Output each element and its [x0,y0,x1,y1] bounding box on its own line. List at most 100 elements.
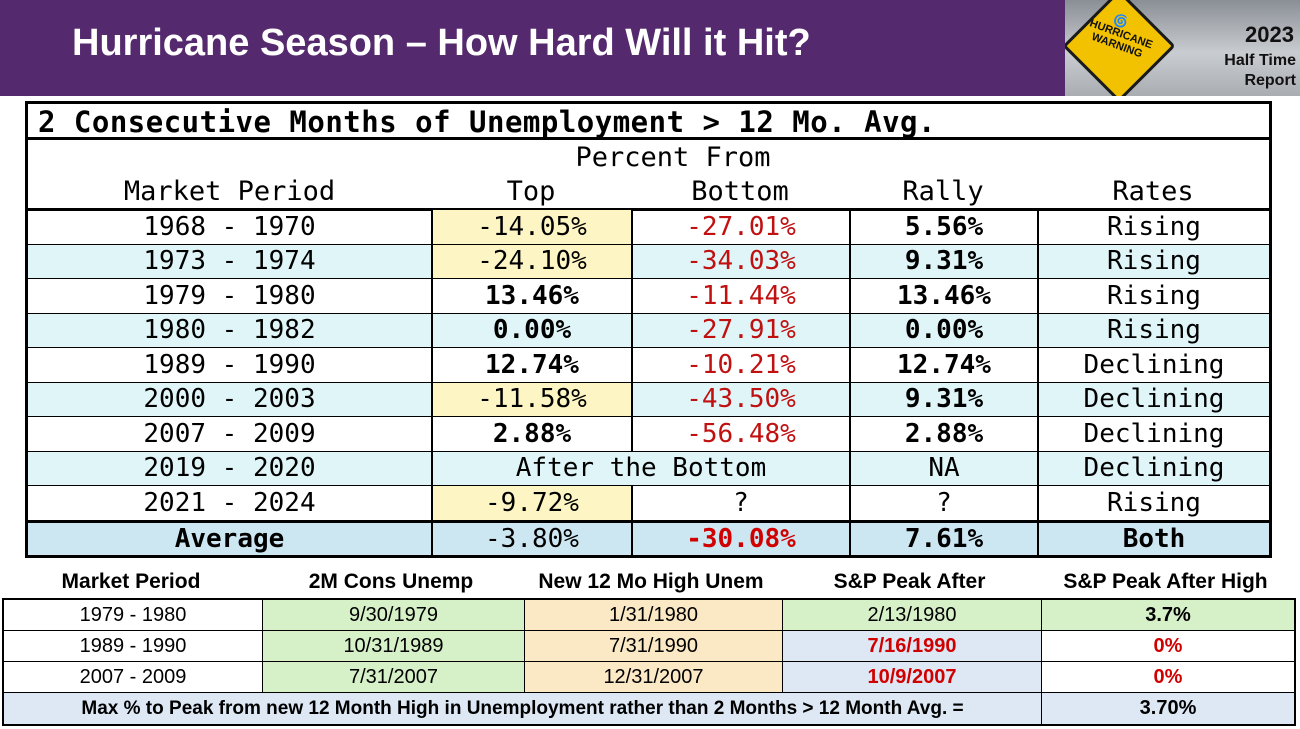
average-bottom: -30.08% [631,522,849,555]
sp-peak-cell: 10/9/2007 [782,662,1041,692]
table-row: 1973 - 1974 -24.10% -34.03% 9.31% Rising [28,244,1269,279]
col-header-rates: Rates [1112,176,1194,207]
slide-title: Hurricane Season – How Hard Will it Hit? [72,22,811,64]
rates-cell: Rising [1037,279,1269,313]
sp-peak-cell: 2/13/1980 [782,600,1041,630]
period-cell: 1989 - 1990 [79,634,187,657]
col-header-market-period: Market Period [123,176,336,207]
period-cell: 1989 - 1990 [143,349,316,380]
rates-cell: Rising [1037,210,1269,244]
rally-cell: 2.88% [849,417,1037,451]
table-row: 1989 - 1990 12.74% -10.21% 12.74% Declin… [28,348,1269,383]
new-high-cell: 1/31/1980 [524,600,782,630]
table-row: 2019 - 2020 After the Bottom NA Declinin… [28,451,1269,486]
rally-cell: 12.74% [849,348,1037,382]
top-cell: 2.88% [431,417,631,451]
cons-unemp-cell: 9/30/1979 [262,600,524,630]
lower-col-header-sp-peak: S&P Peak After [833,570,986,593]
period-cell: 1979 - 1980 [143,280,316,311]
rally-cell: 9.31% [849,382,1037,416]
lower-col-header-sp-peak-after-high: S&P Peak After High [1063,570,1268,593]
average-rally: 7.61% [849,522,1037,555]
rates-cell: Declining [1037,348,1269,382]
rally-cell: 13.46% [849,279,1037,313]
rates-cell: Declining [1037,451,1269,485]
period-cell: 2000 - 2003 [143,384,316,415]
rally-cell: 9.31% [849,244,1037,278]
bottom-cell: -27.91% [631,313,849,347]
period-cell: 1979 - 1980 [79,603,187,626]
after-bottom-cell: After the Bottom [431,451,849,485]
top-cell: -14.05% [431,210,631,244]
table-row: 1980 - 1982 0.00% -27.91% 0.00% Rising [28,313,1269,348]
cons-unemp-cell: 7/31/2007 [262,662,524,692]
top-cell: 13.46% [431,279,631,313]
rates-cell: Declining [1037,417,1269,451]
average-row: Average -3.80% -30.08% 7.61% Both [28,520,1269,555]
lower-col-header-cons-unemp: 2M Cons Unemp [308,570,474,593]
lower-col-header-new-high: New 12 Mo High Unem [538,570,764,593]
sp-peak-cell: 7/16/1990 [782,631,1041,661]
table-row: 1979 - 1980 9/30/1979 1/31/1980 2/13/198… [4,600,1294,631]
period-cell: 2007 - 2009 [79,665,187,688]
after-high-cell: 0% [1041,662,1294,692]
table-row: 2007 - 2009 2.88% -56.48% 2.88% Declinin… [28,417,1269,452]
cons-unemp-cell: 10/31/1989 [262,631,524,661]
bottom-cell: -10.21% [631,348,849,382]
period-cell: 2019 - 2020 [143,453,316,484]
after-high-cell: 3.7% [1041,600,1294,630]
bottom-cell: -34.03% [631,244,849,278]
bottom-cell: ? [631,486,849,520]
table-row: 1979 - 1980 13.46% -11.44% 13.46% Rising [28,279,1269,314]
rally-cell: NA [849,451,1037,485]
table-row: 2021 - 2024 -9.72% ? ? Rising [28,486,1269,521]
rates-cell: Declining [1037,382,1269,416]
new-high-cell: 7/31/1990 [524,631,782,661]
percent-from-header: Percent From [575,142,771,173]
summary-row: Max % to Peak from new 12 Month High in … [4,693,1294,724]
rates-cell: Rising [1037,244,1269,278]
table-title: 2 Consecutive Months of Unemployment > 1… [28,104,1269,140]
table-row: 2007 - 2009 7/31/2007 12/31/2007 10/9/20… [4,662,1294,693]
table-row: 1968 - 1970 -14.05% -27.01% 5.56% Rising [28,210,1269,245]
summary-value: 3.70% [1041,693,1294,724]
hurricane-warning-sign: 🌀 HURRICANE WARNING [1065,0,1176,96]
report-badge: 🌀 HURRICANE WARNING 2023 Half Time Repor… [1065,0,1300,96]
badge-line-2: Report [1244,72,1296,89]
period-cell: 1973 - 1974 [143,246,316,277]
after-high-cell: 0% [1041,631,1294,661]
average-rates: Both [1037,522,1269,555]
rally-cell: ? [849,486,1037,520]
rally-cell: 5.56% [849,210,1037,244]
rates-cell: Rising [1037,313,1269,347]
slide-header: Hurricane Season – How Hard Will it Hit? [0,0,1065,96]
top-cell: -9.72% [431,486,631,520]
bottom-cell: -43.50% [631,382,849,416]
average-label: Average [174,523,285,554]
bottom-cell: -56.48% [631,417,849,451]
average-top: -3.80% [431,522,631,555]
rally-cell: 0.00% [849,313,1037,347]
summary-label: Max % to Peak from new 12 Month High in … [81,697,964,719]
top-cell: 12.74% [431,348,631,382]
rates-cell: Rising [1037,486,1269,520]
sp-peak-table: 1979 - 1980 9/30/1979 1/31/1980 2/13/198… [2,598,1296,726]
period-cell: 1980 - 1982 [143,315,316,346]
badge-year: 2023 [1245,22,1294,47]
period-cell: 1968 - 1970 [143,211,316,242]
new-high-cell: 12/31/2007 [524,662,782,692]
unemployment-table: 2 Consecutive Months of Unemployment > 1… [25,101,1272,558]
period-cell: 2007 - 2009 [143,418,316,449]
table-row: 2000 - 2003 -11.58% -43.50% 9.31% Declin… [28,382,1269,417]
badge-line-1: Half Time [1224,52,1296,69]
col-header-top: Top [506,176,556,207]
top-cell: -24.10% [431,244,631,278]
col-header-bottom: Bottom [691,176,789,207]
col-header-rally: Rally [902,176,984,207]
period-cell: 2021 - 2024 [143,487,316,518]
bottom-cell: -11.44% [631,279,849,313]
bottom-cell: -27.01% [631,210,849,244]
hurricane-icon: 🌀 [1113,14,1128,28]
lower-col-header-market-period: Market Period [61,570,201,593]
top-cell: -11.58% [431,382,631,416]
